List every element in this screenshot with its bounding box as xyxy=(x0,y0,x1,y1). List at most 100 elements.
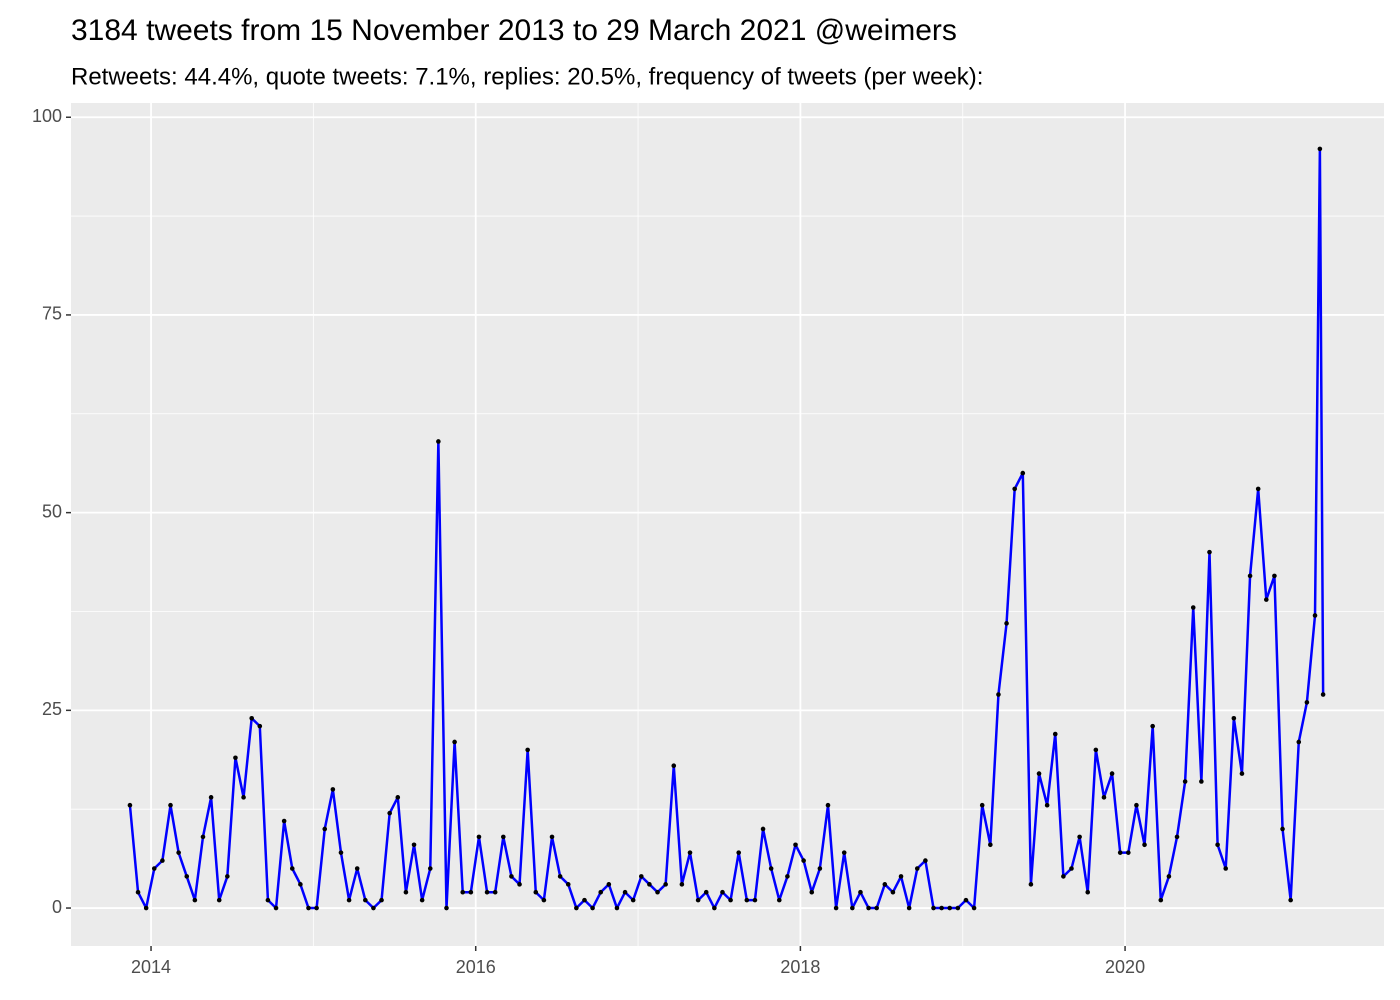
point xyxy=(249,715,254,721)
point xyxy=(947,905,953,911)
point xyxy=(565,882,571,887)
point xyxy=(517,882,522,887)
point xyxy=(1231,715,1237,721)
chart-subtitle: Retweets: 44.4%, quote tweets: 7.1%, rep… xyxy=(71,63,983,90)
point xyxy=(663,882,668,887)
point xyxy=(1101,795,1107,800)
point xyxy=(265,897,271,903)
point xyxy=(833,905,839,911)
point xyxy=(444,905,449,911)
point xyxy=(582,897,587,903)
point xyxy=(1288,897,1293,903)
point xyxy=(1061,874,1066,879)
point xyxy=(509,874,514,879)
point xyxy=(655,889,660,895)
point xyxy=(1028,882,1034,887)
point xyxy=(574,905,579,911)
point xyxy=(151,866,157,871)
point xyxy=(184,874,190,879)
point xyxy=(825,802,831,808)
plot-panel xyxy=(71,103,1384,946)
point xyxy=(1004,621,1009,626)
x-tick-label: 2014 xyxy=(131,957,171,977)
point xyxy=(346,897,352,903)
point xyxy=(1012,486,1017,492)
point xyxy=(1069,866,1074,871)
point xyxy=(866,905,871,911)
point xyxy=(793,842,798,848)
point xyxy=(882,882,888,887)
point xyxy=(541,897,547,903)
point xyxy=(1142,842,1147,848)
point xyxy=(1020,470,1026,476)
x-tick-label: 2018 xyxy=(780,957,820,977)
point xyxy=(703,889,709,895)
point xyxy=(695,897,701,903)
point xyxy=(728,897,733,903)
point xyxy=(143,905,149,911)
point xyxy=(1126,850,1131,855)
y-tick-label: 0 xyxy=(52,897,62,917)
point xyxy=(687,850,693,855)
point xyxy=(363,897,368,903)
point xyxy=(1190,605,1196,610)
point xyxy=(160,858,165,863)
point xyxy=(809,889,815,895)
point xyxy=(768,866,774,871)
point xyxy=(1280,826,1285,832)
point xyxy=(452,739,457,745)
point xyxy=(298,882,303,887)
point xyxy=(1109,771,1115,776)
point xyxy=(736,850,742,855)
point xyxy=(590,905,595,911)
point xyxy=(484,889,490,895)
point xyxy=(1044,802,1050,808)
point xyxy=(379,897,384,903)
point xyxy=(988,842,993,848)
point xyxy=(225,874,230,879)
point xyxy=(338,850,344,855)
point xyxy=(1296,739,1302,745)
point xyxy=(436,439,441,444)
point xyxy=(1223,866,1229,871)
point xyxy=(858,889,863,895)
point xyxy=(1093,747,1099,753)
point xyxy=(1255,486,1261,492)
point xyxy=(752,897,758,903)
point xyxy=(549,834,555,840)
point xyxy=(671,763,677,768)
point xyxy=(1239,771,1245,776)
point xyxy=(1150,723,1155,729)
point xyxy=(963,897,969,903)
point xyxy=(1134,802,1139,808)
point xyxy=(557,874,563,879)
point xyxy=(898,874,904,879)
point xyxy=(776,897,782,903)
point xyxy=(1182,779,1188,784)
x-tick-label: 2020 xyxy=(1105,957,1145,977)
point xyxy=(306,905,311,911)
point xyxy=(906,905,912,911)
y-tick-label: 100 xyxy=(32,106,62,126)
point xyxy=(176,850,181,855)
point xyxy=(208,795,214,800)
point xyxy=(874,905,879,911)
point xyxy=(476,834,482,840)
point xyxy=(241,795,246,800)
point xyxy=(427,866,433,871)
point xyxy=(1272,573,1277,579)
point xyxy=(979,802,985,808)
point xyxy=(1052,731,1058,737)
point xyxy=(817,866,823,871)
point xyxy=(841,850,847,855)
point xyxy=(289,866,295,871)
point xyxy=(996,692,1001,697)
point xyxy=(354,866,360,871)
point xyxy=(931,905,936,911)
point xyxy=(614,905,620,911)
point xyxy=(647,882,652,887)
point xyxy=(525,747,530,753)
point xyxy=(1215,842,1220,848)
point xyxy=(638,874,644,879)
point xyxy=(257,723,263,729)
